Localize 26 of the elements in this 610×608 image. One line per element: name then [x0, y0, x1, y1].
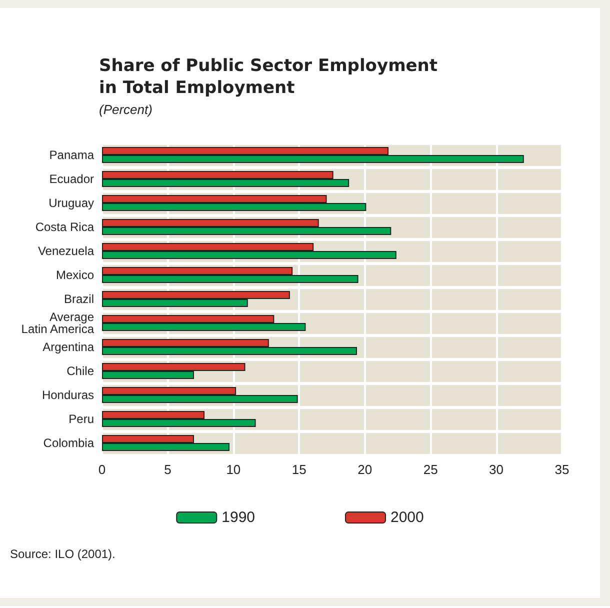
source-note: Source: ILO (2001).: [10, 547, 116, 561]
y-tick-label: Colombia: [43, 436, 94, 450]
y-tick-label: Mexico: [56, 268, 94, 282]
chart-subtitle: (Percent): [99, 102, 152, 117]
y-tick-label: Panama: [49, 148, 94, 162]
y-tick-label: Honduras: [42, 388, 94, 402]
x-tick-label: 0: [98, 462, 106, 477]
y-tick-label: Venezuela: [38, 244, 94, 258]
x-tick-label: 5: [164, 462, 172, 477]
y-tick-label: Peru: [68, 412, 94, 426]
y-tick-label: Chile: [66, 364, 94, 378]
x-tick-label: 20: [358, 462, 372, 477]
x-tick-label: 35: [554, 462, 570, 477]
legend-label: 1990: [222, 509, 256, 526]
x-tick-label: 30: [489, 462, 504, 477]
y-tick-label: Ecuador: [49, 172, 94, 186]
y-tick-label: Costa Rica: [35, 220, 94, 234]
x-tick-label: 10: [226, 462, 241, 477]
y-tick-label: Average Latin America: [21, 310, 94, 336]
y-tick-label: Argentina: [42, 340, 94, 354]
y-tick-label: Uruguay: [48, 196, 94, 210]
y-tick-label: Brazil: [64, 292, 94, 306]
x-tick-label: 15: [292, 462, 306, 477]
chart-title: Share of Public Sector Employment in Total Employment: [99, 56, 438, 98]
legend-label: 2000: [390, 509, 424, 526]
x-tick-label: 25: [423, 462, 438, 477]
